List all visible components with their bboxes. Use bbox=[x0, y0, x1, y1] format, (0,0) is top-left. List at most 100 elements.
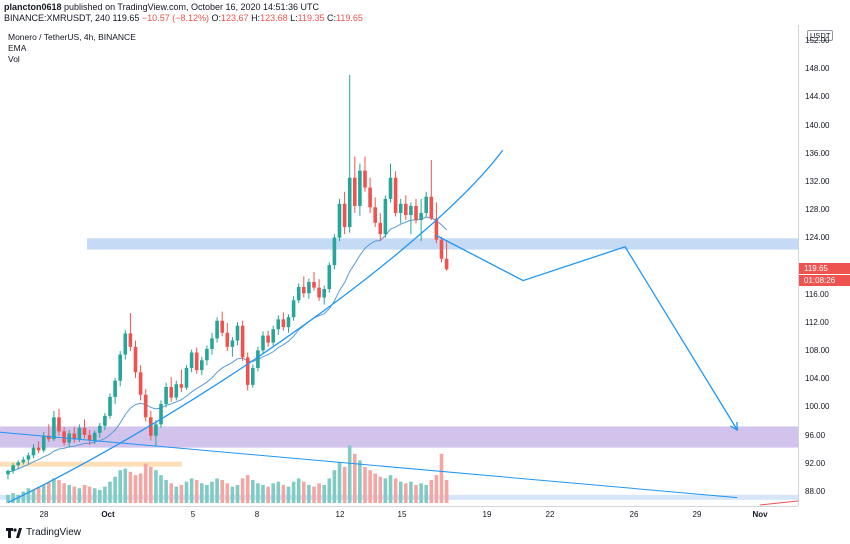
price-tick-label: 132.00 bbox=[805, 176, 830, 186]
header-bar: plancton0618 published on TradingView.co… bbox=[0, 0, 850, 24]
candle-body bbox=[434, 218, 439, 240]
volume-bar bbox=[388, 475, 393, 503]
candle-body bbox=[169, 387, 173, 398]
volume-bar bbox=[149, 466, 153, 503]
candle-body bbox=[210, 338, 214, 349]
volume-bar bbox=[271, 483, 275, 503]
candle-body bbox=[266, 335, 270, 343]
high-label: H: bbox=[251, 13, 261, 23]
legend-vol[interactable]: Vol bbox=[8, 54, 20, 64]
volume-bar bbox=[240, 478, 245, 503]
volume-bar bbox=[215, 478, 219, 503]
candle-body bbox=[347, 177, 352, 228]
volume-bar bbox=[347, 445, 352, 503]
bar-countdown-label: 01:08:26 bbox=[799, 274, 850, 286]
candle-body bbox=[57, 417, 61, 432]
price-tick-label: 104.00 bbox=[805, 374, 830, 384]
volume-bar bbox=[266, 486, 270, 503]
symbol-line: BINANCE:XMRUSDT, 240 bbox=[4, 13, 111, 23]
ema-line bbox=[7, 216, 447, 473]
price-tick-label: 128.00 bbox=[805, 205, 830, 215]
symbol-info: BINANCE:XMRUSDT, 240 119.65 −10.57 (−8.1… bbox=[4, 13, 363, 23]
tradingview-logo[interactable]: TradingView bbox=[6, 527, 81, 538]
candle-body bbox=[230, 340, 235, 347]
volume-bar bbox=[429, 480, 434, 503]
candle-body bbox=[296, 286, 301, 301]
volume-bar bbox=[72, 486, 77, 503]
candle-body bbox=[322, 289, 326, 298]
price-tick-label: 124.00 bbox=[805, 233, 830, 243]
volume-bar bbox=[322, 484, 326, 503]
currency-badge[interactable]: USDT bbox=[807, 30, 834, 41]
volume-bar bbox=[205, 484, 209, 503]
volume-bar bbox=[138, 473, 143, 503]
candle-body bbox=[256, 350, 260, 368]
time-tick-label: Nov bbox=[752, 510, 768, 519]
chart-canvas[interactable] bbox=[0, 25, 798, 506]
volume-bar bbox=[296, 478, 301, 503]
volume-bar bbox=[307, 484, 311, 503]
time-axis[interactable]: 28 Oct 5 8 12 15 19 22 26 29 Nov bbox=[0, 506, 798, 524]
candle-body bbox=[353, 177, 357, 206]
volume-bar bbox=[143, 463, 148, 503]
volume-bar bbox=[113, 476, 117, 503]
price-axis[interactable]: USDT 152.00 148.00 144.00 140.00 136.00 132.0… bbox=[798, 25, 850, 506]
candle-body bbox=[373, 207, 377, 223]
candle-body bbox=[261, 335, 265, 351]
tradingview-logo-icon bbox=[6, 527, 22, 538]
candle-body bbox=[220, 320, 224, 333]
support-zone bbox=[0, 426, 798, 448]
price-tick-label: 88.00 bbox=[805, 487, 826, 496]
legend-ema[interactable]: EMA bbox=[8, 43, 27, 53]
candle-body bbox=[118, 354, 122, 381]
last-price: 119.65 bbox=[112, 13, 140, 23]
candle-body bbox=[444, 258, 449, 270]
volume-bar bbox=[159, 475, 163, 503]
candle-body bbox=[429, 196, 434, 219]
volume-bar bbox=[47, 482, 51, 503]
volume-bar bbox=[276, 481, 281, 503]
red-marker-line bbox=[759, 500, 798, 506]
volume-bar bbox=[210, 481, 214, 503]
volume-bar bbox=[26, 488, 31, 503]
candle-body bbox=[138, 372, 143, 395]
candle-body bbox=[358, 170, 362, 206]
chart-pane[interactable] bbox=[0, 25, 798, 506]
candle-body bbox=[87, 434, 92, 441]
candle-body bbox=[281, 319, 286, 328]
current-price-label: 119.65 bbox=[799, 262, 850, 274]
volume-bar bbox=[200, 483, 204, 503]
candle-body bbox=[225, 332, 230, 347]
volume-bar bbox=[77, 488, 82, 503]
projected-path bbox=[436, 234, 738, 431]
volume-bar bbox=[169, 483, 173, 503]
candle-body bbox=[11, 465, 15, 471]
candle-body bbox=[82, 427, 87, 435]
candle-body bbox=[363, 170, 367, 188]
candle-body bbox=[113, 380, 117, 397]
author-name[interactable]: plancton0618 bbox=[4, 2, 62, 12]
candle-body bbox=[72, 433, 77, 440]
candle-body bbox=[332, 237, 337, 266]
candle-body bbox=[368, 187, 372, 208]
volume-bar bbox=[353, 453, 357, 503]
volume-bar bbox=[103, 486, 107, 503]
price-tick-label: 92.00 bbox=[805, 458, 826, 468]
high-value: 123.68 bbox=[260, 13, 288, 23]
low-label: L: bbox=[290, 13, 298, 23]
legend-title[interactable]: Monero / TetherUS, 4h, BINANCE bbox=[8, 32, 136, 42]
projected-path-arrowhead bbox=[730, 421, 739, 432]
footer: TradingView bbox=[0, 524, 850, 544]
candle-body bbox=[393, 177, 398, 213]
time-tick-label: Oct bbox=[101, 510, 115, 519]
volume-bar bbox=[194, 480, 199, 503]
volume-bar bbox=[261, 484, 265, 503]
candle-body bbox=[174, 384, 179, 398]
volume-bar bbox=[133, 475, 138, 503]
volume-bar bbox=[327, 478, 332, 503]
price-tick-label: 148.00 bbox=[805, 64, 830, 74]
candle-body bbox=[77, 427, 82, 440]
candle-body bbox=[307, 282, 311, 294]
volume-bar bbox=[419, 483, 423, 503]
close-value: 119.65 bbox=[336, 13, 363, 23]
